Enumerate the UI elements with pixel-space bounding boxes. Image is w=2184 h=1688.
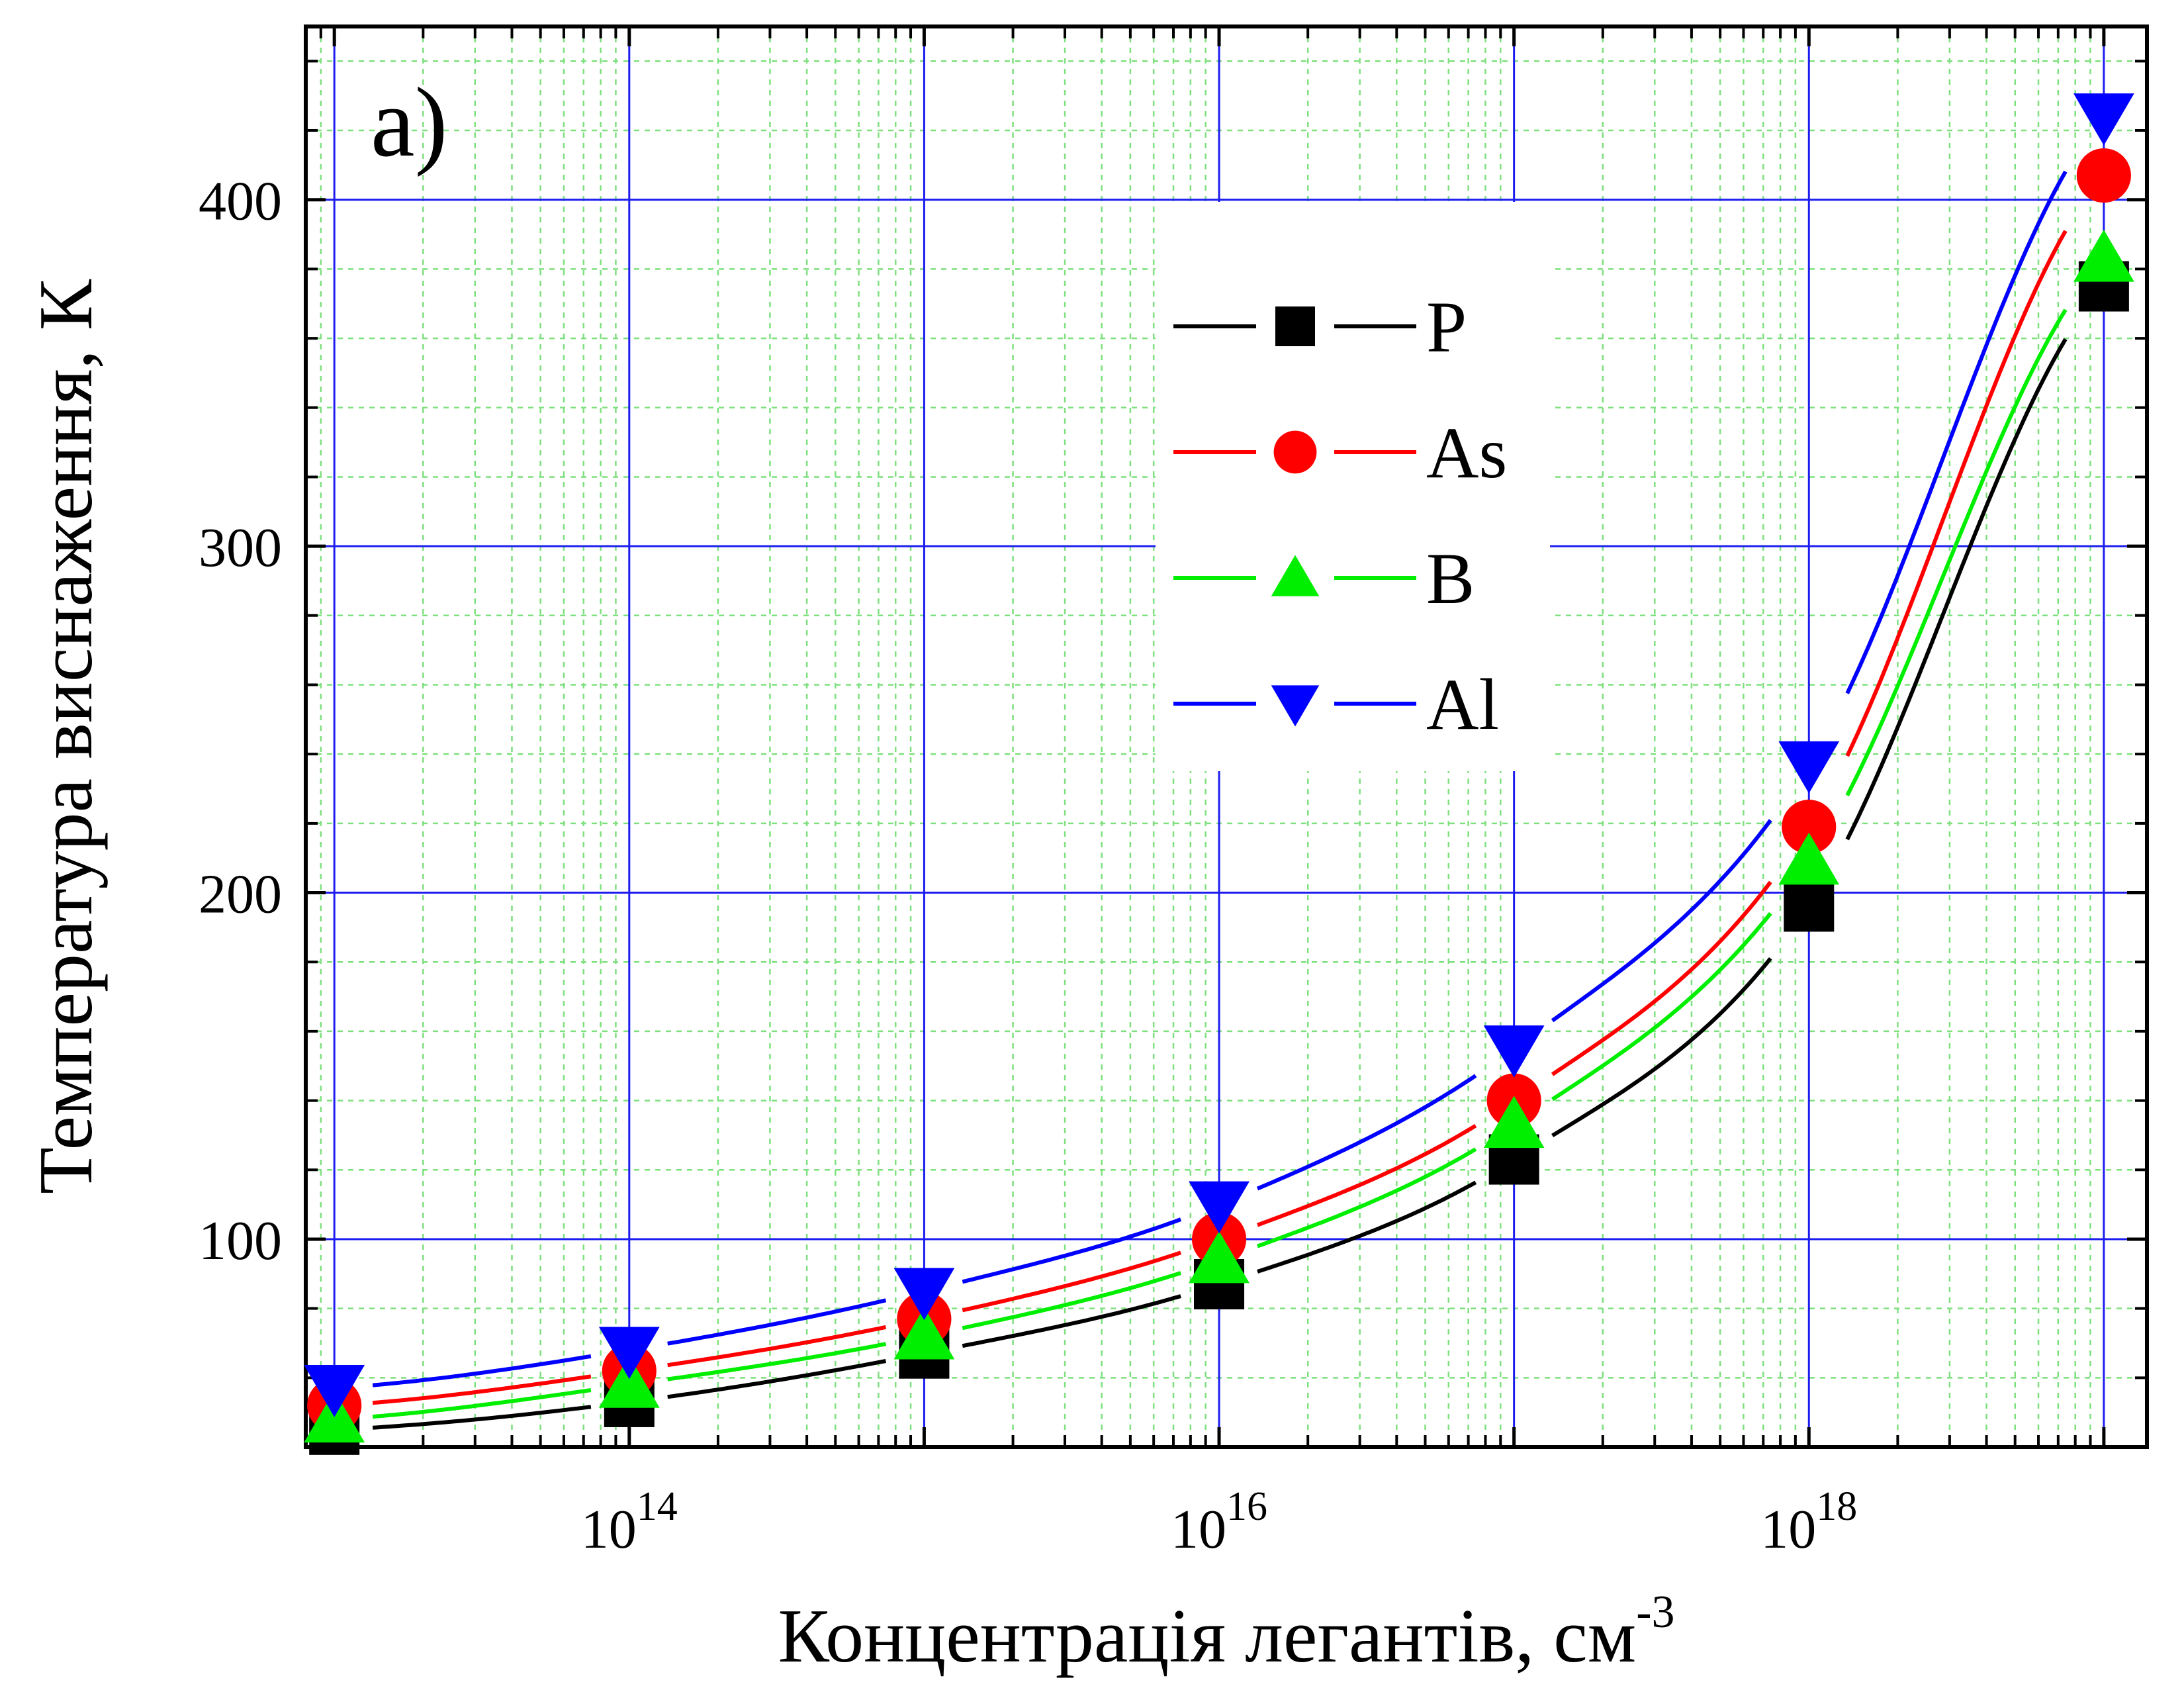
series-al-line-segment [1845,170,2068,694]
series-b-point [1189,1231,1250,1284]
series-b-point [893,1307,955,1360]
x-tick-label-exponent: 18 [1816,1484,1857,1529]
series-b-line-segment [1551,912,1772,1102]
y-tick-label: 100 [199,1210,282,1272]
y-tick-label: 300 [199,517,282,579]
x-axis-title-text: Концентрація легантів, см [778,1594,1637,1679]
x-axis-title: Концентрація легантів, см-3 [778,1587,1675,1679]
y-tick-label: 200 [199,864,282,925]
series-al-point [598,1327,660,1380]
x-tick-label-exponent: 16 [1226,1484,1267,1529]
series-al-line-segment [1551,819,1772,1023]
series-al-line-segment [1256,1074,1477,1191]
series-al-point [893,1268,955,1321]
series-al-point [1189,1181,1250,1234]
series-as-point [1782,800,1837,855]
x-tick-label-base: 10 [1760,1499,1816,1560]
series-b-point [1778,832,1840,885]
legend-label: As [1426,412,1507,493]
x-tick-label-base: 10 [581,1499,637,1560]
legend-box [1156,202,1550,771]
series-p-line-segment [372,1405,592,1430]
series-p-line-segment [1551,957,1772,1138]
series-b-line-segment [962,1271,1182,1331]
series-al-point [1483,1025,1545,1078]
legend: P As B Al [1156,202,1550,771]
series-al-point [304,1365,365,1417]
series-al [304,93,2134,1417]
plot-area-frame [304,24,2149,1449]
legend-marker [1271,555,1320,596]
series-p-line-segment [1845,338,2068,841]
series-p-line-segment [1257,1180,1477,1274]
legend-entry-al: Al [1173,664,1499,745]
series-al-line-segment [962,1217,1182,1284]
legend-entry-b: B [1173,538,1475,619]
y-tick-label: 400 [199,171,282,232]
x-tick-label-base: 10 [1171,1499,1226,1560]
legend-marker [1275,306,1315,346]
panel-label: a) [371,68,448,177]
series-b-point [2073,229,2134,282]
legend-entry-p: P [1173,287,1467,367]
series-b-line-segment [1256,1147,1477,1248]
series-b-line-segment [1845,308,2068,796]
series-p-point [1784,881,1835,932]
series-as-line-segment [1256,1123,1477,1227]
legend-marker [1271,685,1320,727]
y-axis-title: Температура виснаження, К [24,279,109,1194]
series-b-line-segment [667,1342,887,1382]
series-as-line-segment [1551,880,1772,1076]
series-as-line-segment [962,1250,1182,1313]
x-axis-title-superscript: -3 [1636,1587,1674,1638]
legend-label: P [1426,287,1467,367]
series-p-line-segment [962,1294,1181,1348]
series-layer [304,93,2134,1455]
series-b-point [598,1356,660,1408]
axis-ticks [304,26,2147,1448]
series-al-point [1778,741,1840,794]
series-al-line-segment [667,1298,887,1346]
series-al-point [2073,93,2134,146]
series-b [304,229,2134,1443]
series-b-point [1483,1096,1545,1149]
x-tick-label: 1016 [1171,1484,1267,1560]
x-tick-label: 1018 [1760,1484,1857,1560]
series-al-line-segment [372,1354,592,1387]
series-b-line-segment [372,1388,592,1419]
series-as-point [2076,148,2131,203]
series-p-line-segment [667,1359,887,1399]
legend-entry-as: As [1173,412,1507,493]
x-tick-label-exponent: 14 [637,1484,678,1529]
legend-marker [1273,430,1317,474]
series-as-line-segment [667,1325,887,1368]
legend-label: Al [1426,664,1499,745]
series-as-line-segment [372,1374,592,1405]
x-tick-label: 1014 [581,1484,678,1560]
legend-label: B [1426,538,1475,619]
series-as-line-segment [1845,230,2068,757]
